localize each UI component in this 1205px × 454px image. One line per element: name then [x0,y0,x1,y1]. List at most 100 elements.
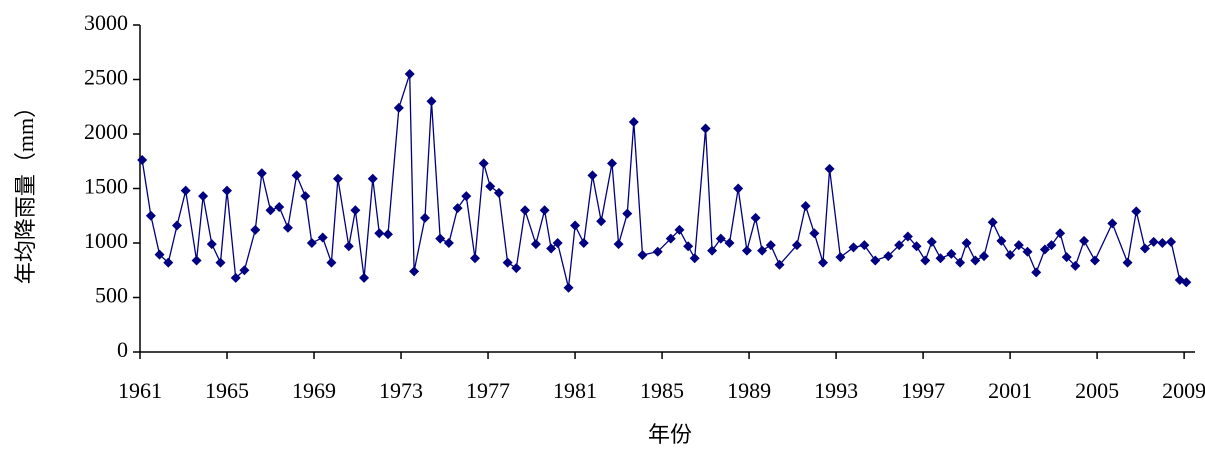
x-tick-label: 1961 [118,378,162,403]
marker [996,235,1007,246]
marker [883,251,894,262]
marker [750,212,761,223]
marker [683,241,694,252]
marker [1131,206,1142,217]
marker [419,212,430,223]
marker [145,210,156,221]
marker [539,205,550,216]
marker [1061,252,1072,263]
marker [520,205,531,216]
marker [637,249,648,260]
marker [587,170,598,181]
marker [741,245,752,256]
marker [435,233,446,244]
marker [1005,249,1016,260]
marker [791,240,802,251]
y-tick-label: 2000 [84,119,128,144]
marker [306,238,317,248]
marker [265,205,276,216]
marker [935,253,946,264]
marker [628,117,639,128]
marker [191,255,202,266]
marker [274,202,285,213]
marker [835,252,846,263]
marker [674,224,685,235]
marker [665,233,676,244]
marker [230,272,241,283]
marker [1139,243,1150,254]
y-tick-label: 1500 [84,174,128,199]
x-tick-label: 1981 [553,378,597,403]
y-tick-label: 0 [117,337,128,362]
marker [902,231,913,242]
x-axis-label: 年份 [648,422,692,447]
marker [511,263,522,274]
marker [946,248,957,259]
y-axis-label: 年均降雨量（mm） [13,96,38,284]
marker [350,205,361,216]
marker [332,173,343,184]
marker [613,239,624,250]
marker [689,253,700,264]
marker [530,239,541,250]
marker [1022,246,1033,257]
marker [911,241,922,252]
marker [163,257,174,268]
marker [818,257,829,268]
marker [578,238,589,248]
marker [570,220,581,231]
marker [1039,244,1050,255]
marker [359,272,370,283]
marker [774,259,785,270]
x-tick-label: 1985 [640,378,684,403]
x-tick-label: 1997 [901,378,945,403]
marker [607,158,618,169]
x-tick-label: 1993 [814,378,858,403]
marker [1157,238,1168,248]
marker [326,257,337,268]
marker [461,191,472,202]
marker [180,185,191,196]
marker [404,69,415,80]
marker [757,245,768,256]
marker [1055,228,1066,239]
marker [848,242,859,253]
marker [239,265,250,276]
marker [824,163,835,174]
marker [493,187,504,198]
y-tick-label: 1000 [84,228,128,253]
marker [215,257,226,268]
marker [707,245,718,256]
marker [765,240,776,251]
marker [198,191,209,202]
marker [1107,218,1118,229]
marker [1079,235,1090,246]
marker [622,208,633,219]
marker [546,243,557,254]
marker [1089,255,1100,266]
marker [374,228,385,239]
x-tick-label: 1969 [292,378,336,403]
x-tick-label: 2009 [1162,378,1205,403]
marker [1148,236,1159,247]
marker [563,282,574,293]
marker [222,185,233,196]
marker [715,233,726,244]
marker [1013,240,1024,251]
x-tick-label: 1973 [379,378,423,403]
marker [206,239,217,250]
marker [987,217,998,228]
marker [724,238,735,248]
marker [1122,257,1133,268]
x-tick-label: 1977 [466,378,510,403]
y-tick-label: 500 [95,283,128,308]
marker [137,155,148,166]
marker [282,222,293,233]
marker [250,224,261,235]
marker [502,257,513,268]
marker [1181,277,1192,288]
x-tick-label: 2001 [988,378,1032,403]
marker [870,255,881,266]
marker [733,183,744,194]
marker [1070,260,1081,271]
